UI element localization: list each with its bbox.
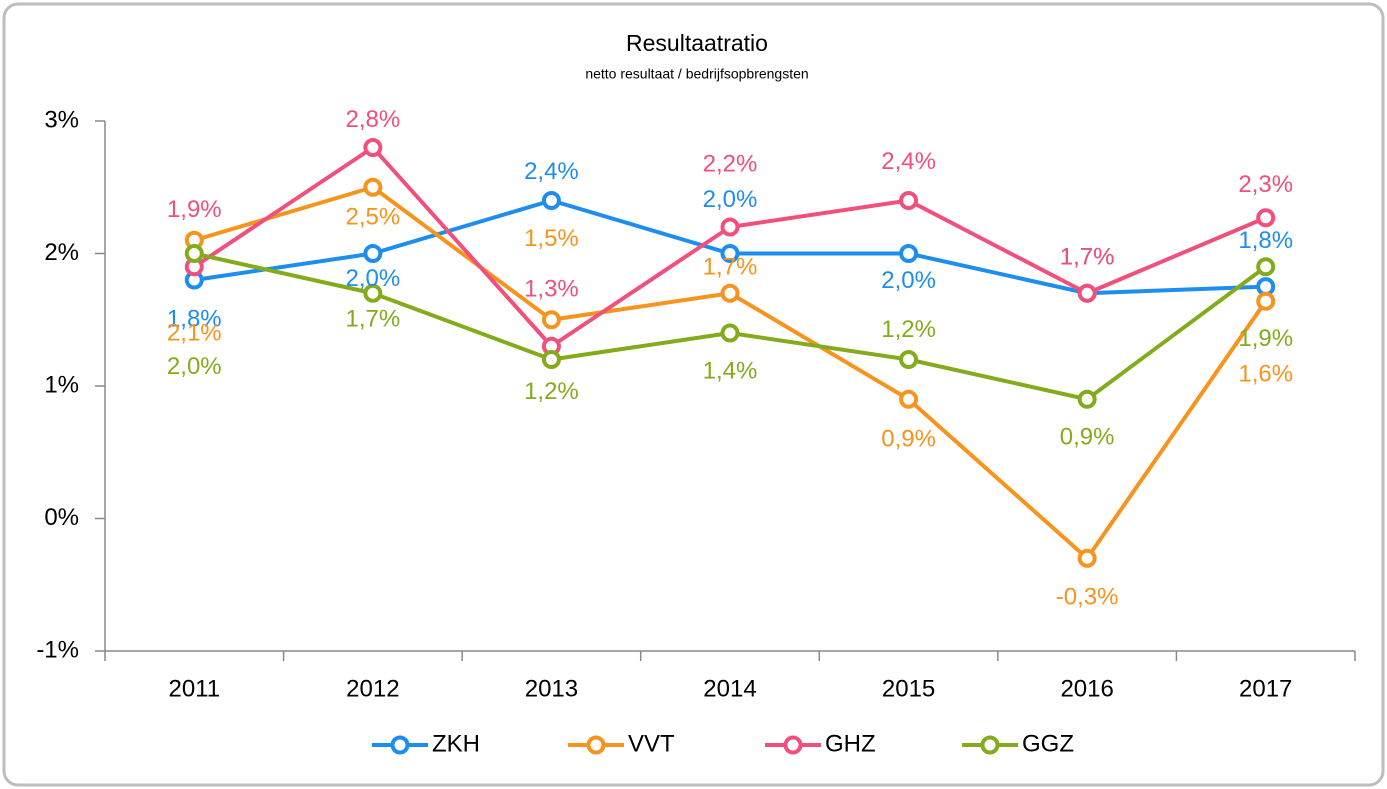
data-label: 2,5%	[346, 204, 401, 231]
legend-marker	[783, 735, 803, 755]
x-tick-label: 2017	[1239, 675, 1292, 702]
data-label: 2,0%	[167, 353, 222, 380]
data-point	[363, 177, 383, 197]
x-tick-label: 2014	[703, 675, 756, 702]
x-tick-label: 2016	[1060, 675, 1113, 702]
chart-subtitle: netto resultaat / bedrijfsopbrengsten	[585, 66, 808, 82]
data-label: 1,7%	[1060, 244, 1115, 271]
data-point	[1077, 548, 1097, 568]
data-point	[720, 283, 740, 303]
data-point	[1256, 208, 1276, 228]
data-label: 1,7%	[703, 254, 758, 281]
y-tick-label: 2%	[44, 239, 79, 266]
y-tick-label: 1%	[44, 371, 79, 398]
legend-marker	[586, 735, 606, 755]
data-point	[363, 138, 383, 157]
data-point	[1256, 257, 1276, 277]
y-tick-label: -1%	[36, 636, 79, 663]
data-label: 2,2%	[703, 150, 758, 177]
data-label: 1,6%	[1238, 361, 1293, 388]
data-point	[899, 244, 919, 263]
data-point	[720, 244, 740, 263]
data-point	[541, 350, 561, 369]
chart-title: Resultaatratio	[626, 30, 768, 56]
data-label: 0,9%	[1060, 424, 1115, 451]
data-point	[899, 350, 919, 369]
x-tick-label: 2012	[346, 675, 399, 702]
legend-marker	[390, 735, 410, 755]
legend-marker	[980, 735, 1000, 755]
data-point	[541, 191, 561, 210]
data-point	[720, 323, 740, 343]
data-label: -0,3%	[1056, 584, 1119, 611]
y-tick-label: 3%	[44, 106, 79, 133]
data-label: 2,1%	[167, 320, 222, 347]
data-label: 1,9%	[167, 196, 222, 223]
data-label: 1,4%	[703, 357, 758, 384]
data-point	[363, 283, 383, 303]
data-point	[541, 310, 561, 330]
data-label: 2,8%	[346, 106, 401, 133]
data-point	[184, 244, 204, 263]
y-tick-label: 0%	[44, 504, 79, 531]
data-point	[1256, 291, 1276, 311]
legend-label: GHZ	[825, 730, 876, 757]
data-label: 2,0%	[881, 267, 936, 294]
data-label: 1,2%	[881, 316, 936, 343]
x-tick-label: 2013	[525, 675, 578, 702]
data-point	[899, 389, 919, 409]
data-label: 1,7%	[1060, 244, 1115, 271]
legend-label: VVT	[628, 730, 675, 757]
data-label: 2,0%	[346, 265, 401, 292]
data-label: 1,3%	[524, 276, 579, 303]
data-label: 2,4%	[881, 148, 936, 175]
data-label: 1,8%	[167, 305, 222, 332]
data-point	[899, 191, 919, 210]
legend-label: ZKH	[432, 730, 480, 757]
data-label: 0,9%	[881, 426, 936, 453]
x-tick-label: 2011	[168, 675, 220, 702]
data-label: 2,0%	[703, 186, 758, 213]
data-point	[1077, 283, 1097, 303]
legend-label: GGZ	[1022, 730, 1074, 757]
data-point	[1077, 389, 1097, 409]
data-point	[363, 244, 383, 263]
data-label: 1,9%	[1238, 325, 1293, 352]
data-label: 1,7%	[346, 306, 401, 333]
data-label: 1,2%	[524, 378, 579, 405]
data-label: 2,3%	[1238, 171, 1293, 198]
x-tick-label: 2015	[882, 675, 935, 702]
data-label: 1,5%	[524, 225, 579, 252]
data-point	[720, 217, 740, 237]
data-label: 2,4%	[524, 158, 579, 185]
data-label: 1,8%	[1238, 227, 1293, 254]
